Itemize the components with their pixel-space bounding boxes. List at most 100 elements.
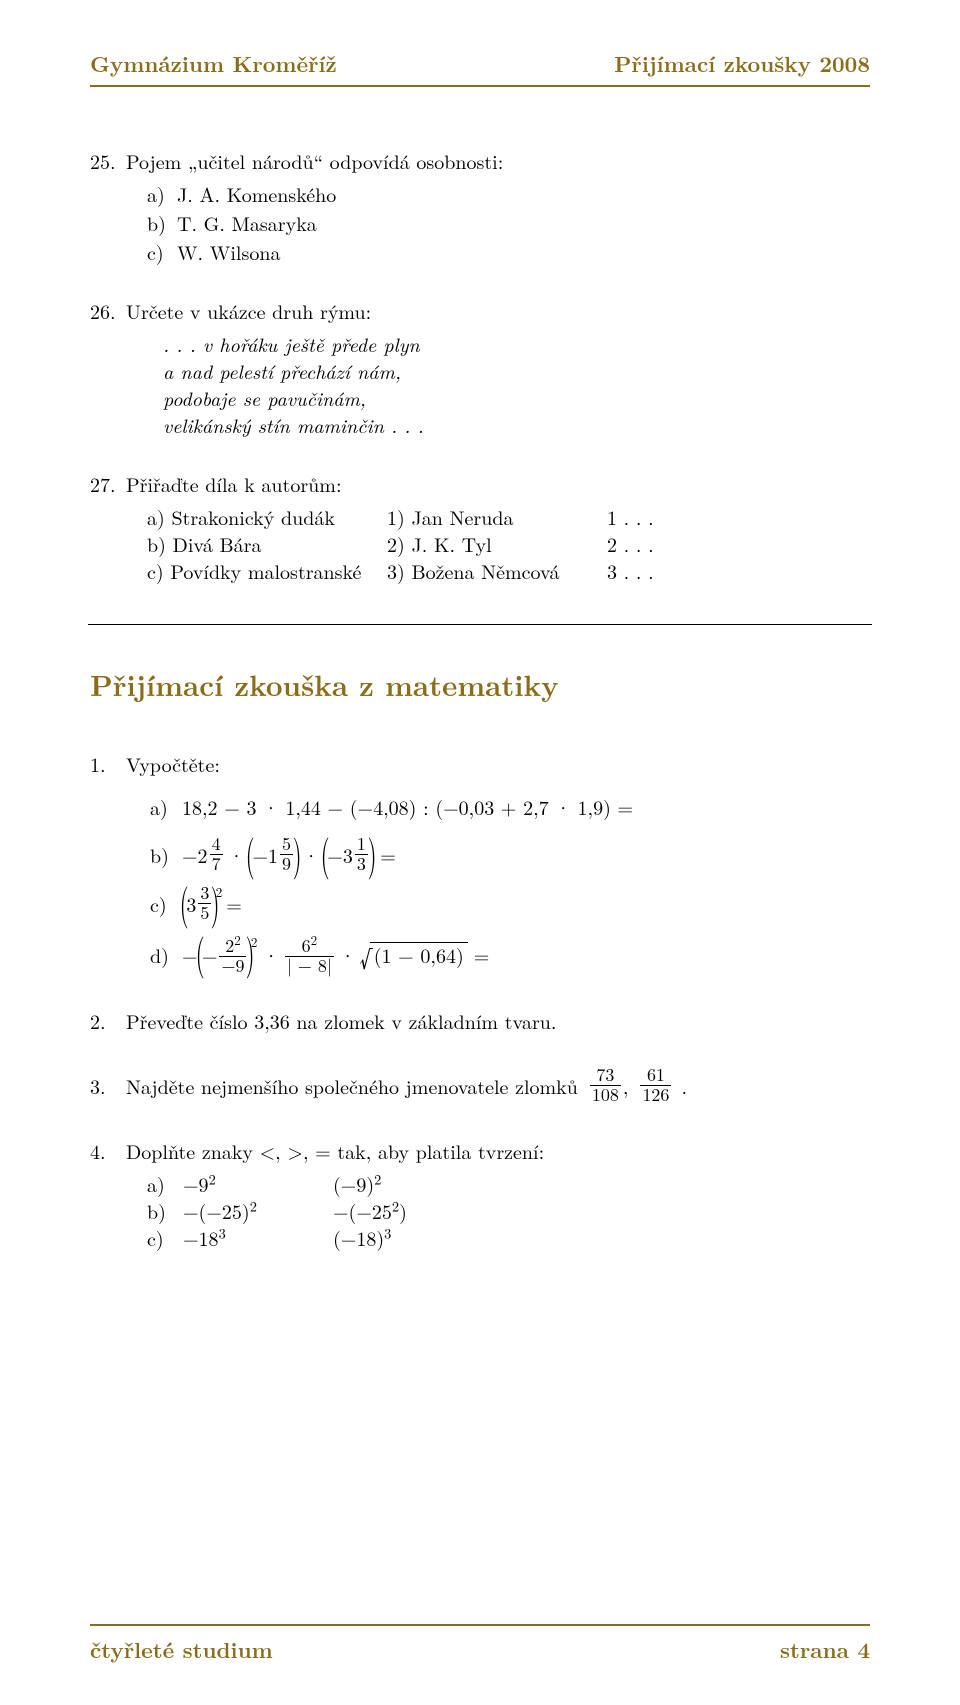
header-left: Gymnázium Kroměříž [90, 48, 337, 79]
page: Gymnázium Kroměříž Přijímací zkoušky 200… [0, 0, 960, 1705]
opt-label: b) [150, 841, 182, 868]
m1-d: d) − ( − 22 −9 ) 2 · 62 [150, 933, 870, 976]
m3-text: Najděte nejmenšího společného jmenovatel… [126, 1072, 578, 1099]
math-heading: Přijímací zkouška z matematiky [90, 665, 870, 704]
content: 25. Pojem „učitel národů“ odpovídá osobn… [90, 87, 870, 1283]
m1-b-expr: −2 4 7 · ( −1 5 9 ) · [182, 835, 396, 874]
poem-line: velikánský stín maminčin . . . [163, 411, 870, 438]
comma: , [623, 1072, 629, 1099]
opt-label: a) [150, 793, 182, 820]
m2-number: 2. [90, 1007, 126, 1034]
exponent: 2 [251, 933, 258, 951]
m1-number: 1. [90, 750, 126, 777]
right-expr: (−9)2 [333, 1170, 473, 1197]
eq: = [474, 941, 490, 968]
q26-number: 26. [90, 297, 126, 324]
header-right: Přijímací zkoušky 2008 [614, 48, 870, 79]
table-row: a) Strakonický dudák 1) Jan Neruda 1 . .… [147, 503, 870, 530]
q26-text: Určete v ukázce druh rýmu: [126, 297, 371, 324]
opt-text: T. G. Masaryka [177, 209, 317, 236]
m4-number: 4. [90, 1137, 126, 1164]
lead: −2 [182, 841, 208, 868]
q25-opt-b: b) T. G. Masaryka [147, 209, 870, 236]
cell: 2) J. K. Tyl [387, 530, 607, 557]
m1-c-expr: ( 3 3 5 ) 2 = [182, 884, 242, 923]
table-row: c) Povídky malostranské 3) Božena Němcov… [147, 557, 870, 584]
footer-rule [90, 1624, 870, 1626]
q25-number: 25. [90, 147, 126, 174]
m2-text: Převeďte číslo 3,36 na zlomek v základní… [126, 1007, 556, 1034]
left-expr: −92 [183, 1170, 333, 1197]
opt-label: b) [147, 209, 177, 236]
footer-right: strana 4 [780, 1634, 870, 1665]
paren-close: ) [368, 836, 377, 870]
cell: a) Strakonický dudák [147, 503, 387, 530]
q25-opt-a: a) J. A. Komenského [147, 180, 870, 207]
opt-label: a) [147, 180, 177, 207]
dot: · [263, 941, 279, 968]
opt-label: b) [147, 1197, 183, 1224]
m1-a: a) 18,2 − 3 · 1,44 − (−4,08) : (−0,03 + … [150, 787, 870, 825]
m4-text: Doplňte znaky <, >, = tak, aby platila t… [126, 1137, 544, 1164]
right-expr: −(−252) [333, 1197, 473, 1224]
table-row: b) −(−25)2 −(−252) [147, 1197, 870, 1224]
m4-table: a) −92 (−9)2 b) −(−25)2 −(−252) c) −183 … [90, 1170, 870, 1251]
eq: = [380, 841, 396, 868]
m3-expr: Najděte nejmenšího společného jmenovatel… [126, 1066, 687, 1105]
sqrt-body: (1 − 0,64) [370, 942, 468, 967]
left-expr: −(−25)2 [183, 1197, 333, 1224]
opt-label: c) [147, 1224, 183, 1251]
q27-text: Přiřaďte díla k autorům: [126, 470, 342, 497]
eq: = [226, 890, 242, 917]
m1-d-expr: − ( − 22 −9 ) 2 · 62 | − 8| [182, 933, 489, 976]
m3-fractions: 73 108 , 61 126 . [578, 1066, 687, 1105]
page-footer: čtyřleté studium strana 4 [90, 1634, 870, 1665]
q26-poem: . . . v hořáku ještě přede plyn a nad pe… [90, 330, 870, 438]
table-row: c) −183 (−18)3 [147, 1224, 870, 1251]
period: . [681, 1072, 687, 1099]
opt-text: W. Wilsona [177, 238, 280, 265]
math-q3: 3. Najděte nejmenšího společného jmenova… [90, 1066, 870, 1105]
dot: · [229, 841, 245, 868]
poem-line: . . . v hořáku ještě přede plyn [163, 330, 870, 357]
opt-label: c) [150, 890, 182, 917]
q27-number: 27. [90, 470, 126, 497]
m1-a-expr: 18,2 − 3 · 1,44 − (−4,08) : (−0,03 + 2,7… [182, 793, 633, 820]
footer-left: čtyřleté studium [90, 1634, 273, 1665]
paren-open: ( [195, 935, 204, 969]
fraction: 5 9 [280, 835, 293, 874]
table-row: b) Divá Bára 2) J. K. Tyl 2 . . . [147, 530, 870, 557]
paren-close: ) [293, 836, 302, 870]
dot: · [340, 941, 356, 968]
q27-table: a) Strakonický dudák 1) Jan Neruda 1 . .… [90, 503, 870, 584]
m1-c: c) ( 3 3 5 ) 2 = [150, 884, 870, 923]
cell: 2 . . . [607, 530, 667, 557]
page-header: Gymnázium Kroměříž Přijímací zkoušky 200… [90, 48, 870, 79]
fraction: 4 7 [210, 835, 223, 874]
fraction: 3 5 [198, 884, 211, 923]
poem-line: a nad pelestí přechází nám, [163, 357, 870, 384]
left-expr: −183 [183, 1224, 333, 1251]
paren-open: ( [246, 836, 255, 870]
fraction: 61 126 [640, 1066, 671, 1105]
m1-text: Vypočtěte: [126, 750, 220, 777]
sqrt-icon: √ [359, 939, 371, 974]
cell: 3 . . . [607, 557, 667, 584]
inner2-lead: −3 [327, 841, 353, 868]
opt-label: d) [150, 941, 182, 968]
math-q2: 2. Převeďte číslo 3,36 na zlomek v zákla… [90, 1007, 870, 1034]
fraction: 22 −9 [219, 933, 246, 976]
q25-text: Pojem „učitel národů“ odpovídá osobnosti… [126, 147, 503, 174]
paren-open: ( [180, 885, 189, 919]
math-q1: 1. Vypočtěte: a) 18,2 − 3 · 1,44 − (−4,0… [90, 750, 870, 975]
opt-text: J. A. Komenského [177, 180, 336, 207]
q25-opt-c: c) W. Wilsona [147, 238, 870, 265]
question-26: 26. Určete v ukázce druh rýmu: . . . v h… [90, 297, 870, 438]
m1-options: a) 18,2 − 3 · 1,44 − (−4,08) : (−0,03 + … [90, 787, 870, 975]
cell: c) Povídky malostranské [147, 557, 387, 584]
opt-label: a) [147, 1170, 183, 1197]
paren-open: ( [321, 836, 330, 870]
inner1-lead: −1 [252, 841, 278, 868]
cell: 1 . . . [607, 503, 667, 530]
cell: 1) Jan Neruda [387, 503, 607, 530]
